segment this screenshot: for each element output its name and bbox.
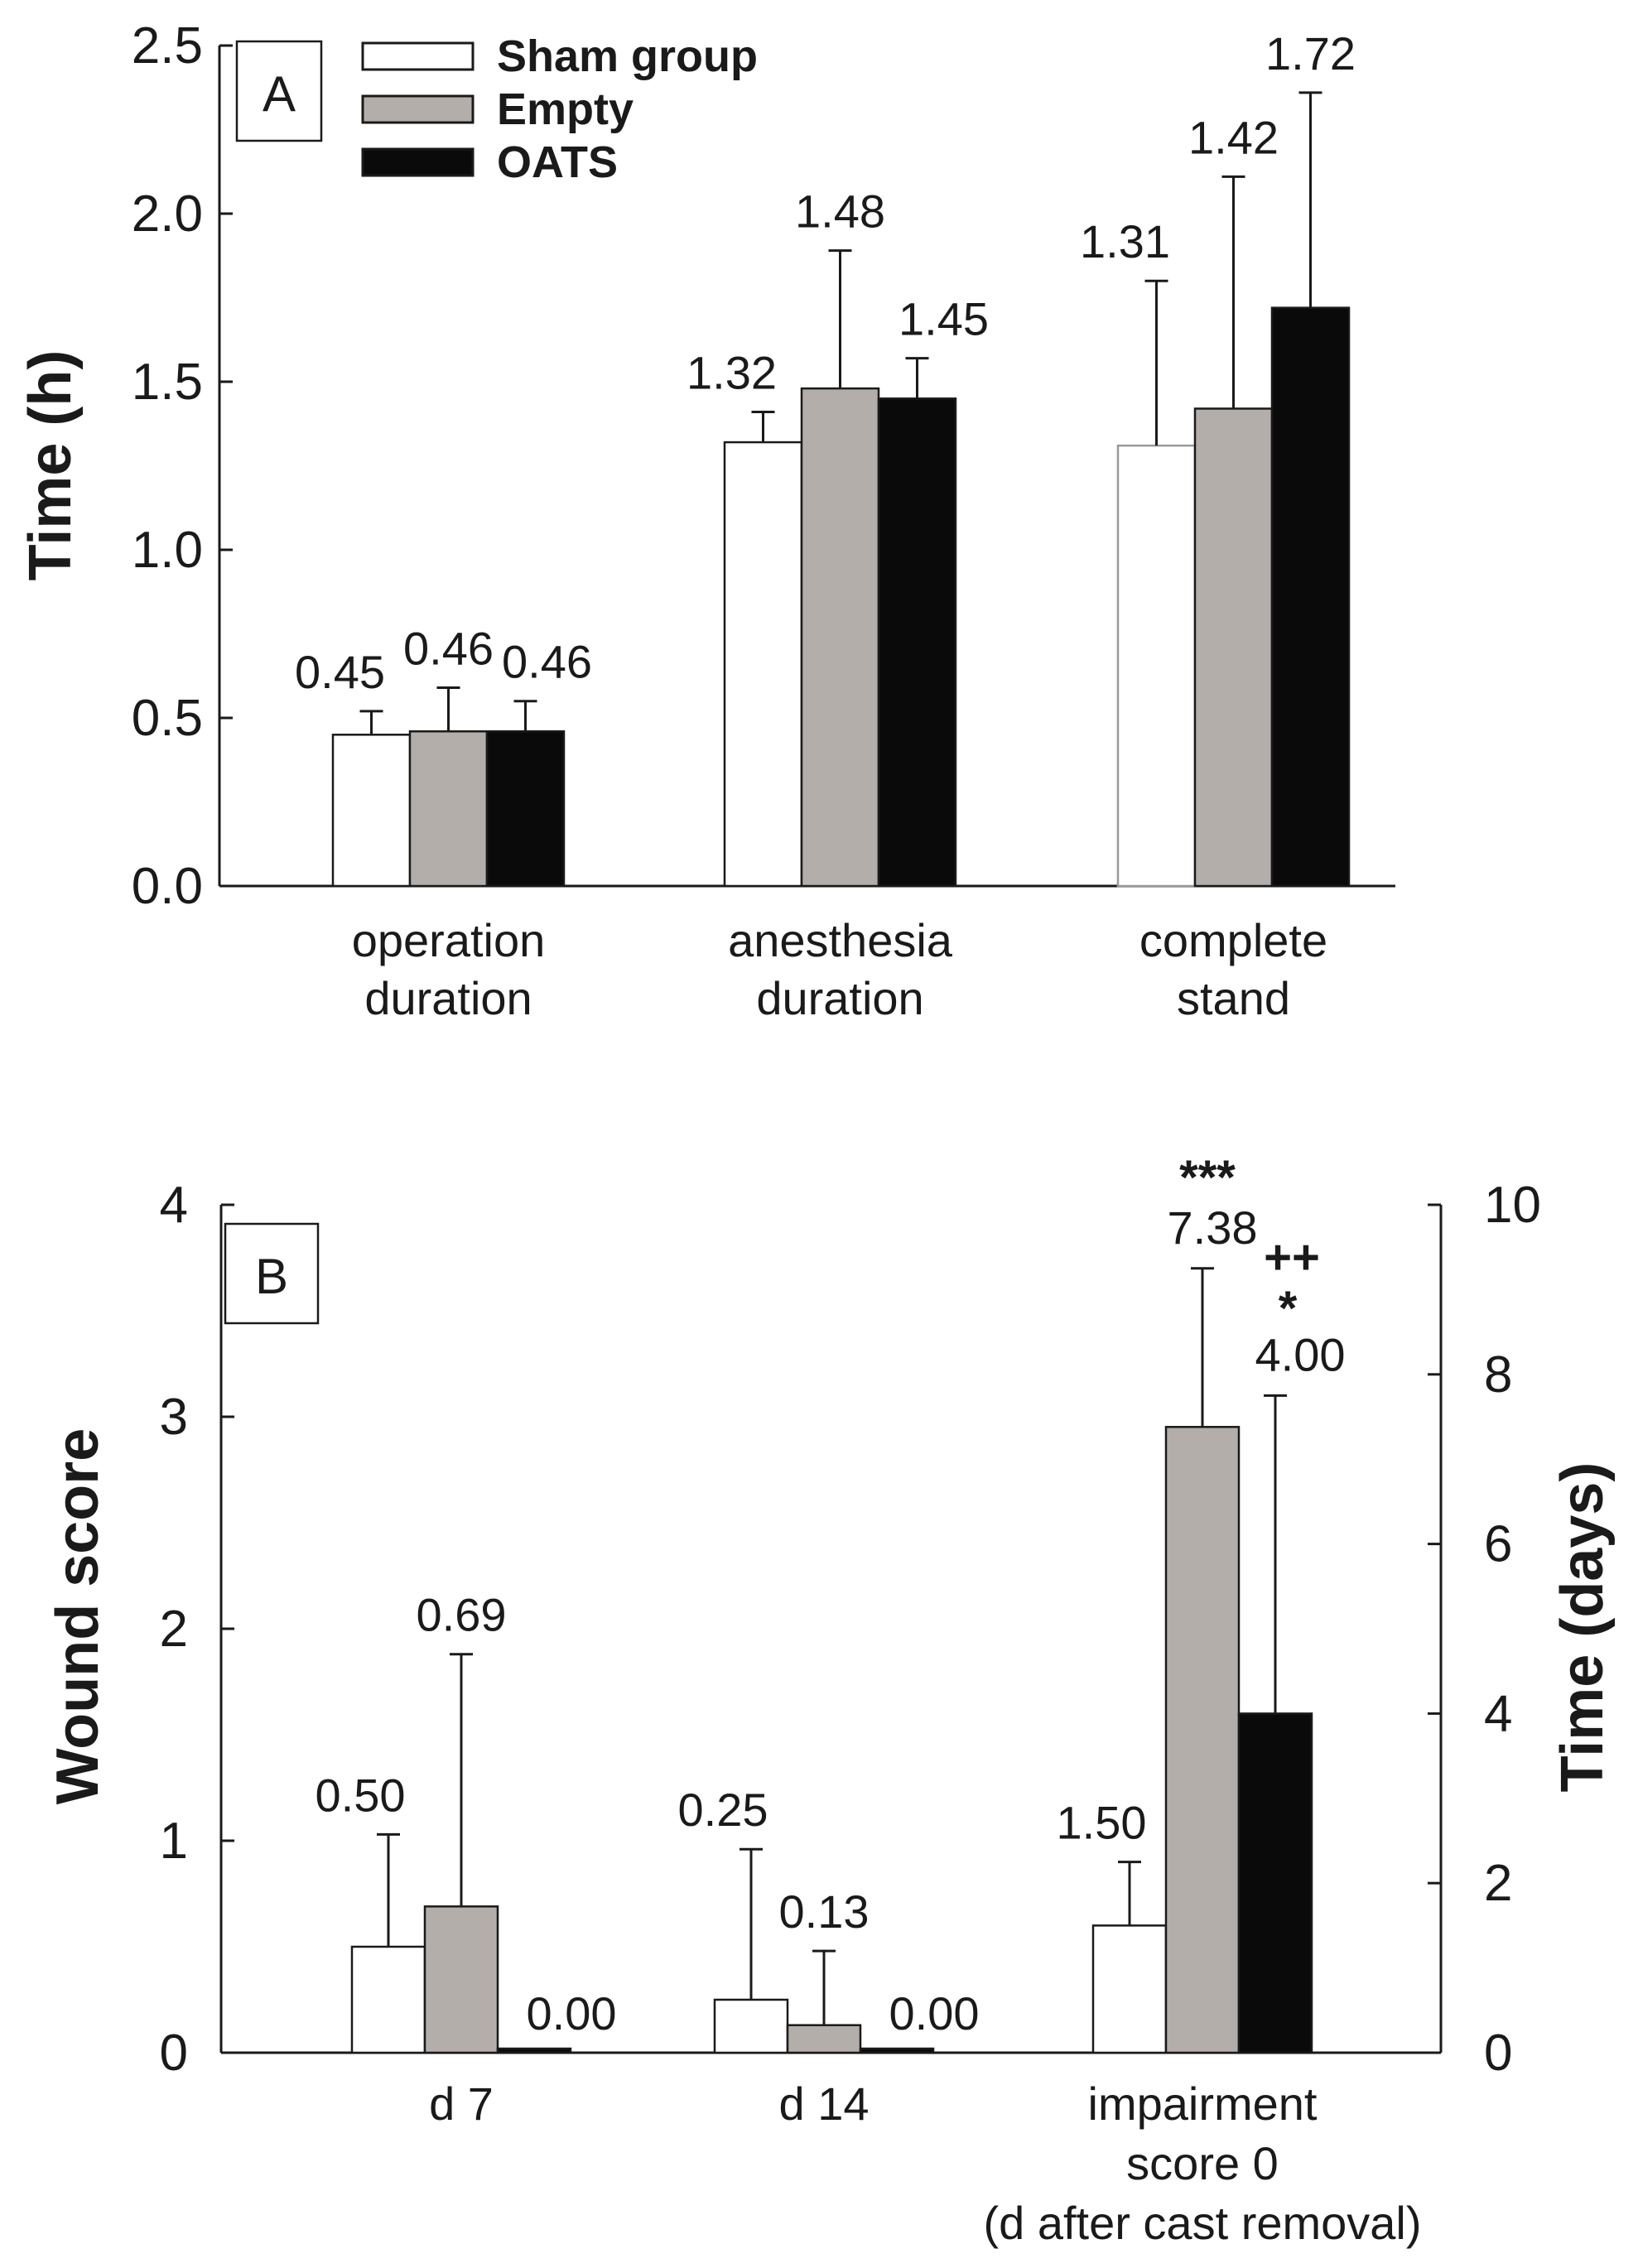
y-axis-title: Wound score — [45, 1428, 111, 1805]
value-label: 0.46 — [403, 622, 494, 674]
y-tick-label: 4 — [160, 1177, 188, 1234]
y2-tick-label: 10 — [1484, 1177, 1541, 1234]
bar — [1116, 444, 1197, 888]
value-label: 4.00 — [1255, 1328, 1346, 1380]
y-tick-label: 2 — [160, 1601, 188, 1658]
category-label: stand — [1177, 972, 1290, 1024]
panel-label-box — [224, 1222, 320, 1325]
value-label: 7.38 — [1168, 1201, 1258, 1254]
y2-tick-label: 0 — [1484, 2025, 1512, 2082]
value-label: 0.46 — [502, 636, 592, 688]
category-label: anesthesia — [728, 914, 953, 966]
bar — [1270, 306, 1351, 888]
bar — [1193, 407, 1274, 888]
value-label: 0.50 — [316, 1769, 406, 1821]
significance-marker: * — [1279, 1282, 1298, 1336]
bar — [408, 730, 489, 888]
y-tick-label: 0 — [160, 2025, 188, 2082]
legend-label: OATS — [497, 137, 618, 187]
bar — [713, 1998, 789, 2054]
value-label: 1.50 — [1057, 1797, 1147, 1849]
y-tick-label: 1.0 — [132, 522, 203, 579]
y-tick-label: 0.5 — [132, 690, 203, 747]
value-label: 1.32 — [687, 347, 777, 399]
category-label: (d after cast removal) — [983, 2197, 1421, 2249]
bar — [723, 441, 803, 888]
y-axis-title: Time (h) — [17, 350, 84, 581]
bar — [800, 387, 880, 888]
category-label: score 0 — [1126, 2137, 1279, 2189]
value-label: 1.72 — [1265, 27, 1356, 79]
category-label: duration — [756, 972, 923, 1024]
y2-tick-label: 8 — [1484, 1346, 1512, 1404]
y2-tick-label: 4 — [1484, 1685, 1512, 1742]
value-label: 0.00 — [527, 1987, 617, 2039]
category-label: impairment — [1088, 2078, 1318, 2130]
bar — [485, 730, 566, 888]
bar — [877, 397, 957, 888]
legend-swatch — [361, 41, 475, 71]
value-label: 1.45 — [898, 293, 989, 345]
bar — [1237, 1712, 1313, 2054]
legend-label: Sham group — [497, 31, 758, 81]
category-label: d 7 — [429, 2078, 494, 2130]
y2-tick-label: 6 — [1484, 1516, 1512, 1573]
panel-b-chart: 0 1 2 3 4 0 2 4 6 8 10 Wound score Time (days) d 7 d 1… — [45, 1151, 1616, 2249]
y2-tick-label: 2 — [1484, 1855, 1512, 1912]
panel-label: B — [255, 1249, 288, 1304]
value-label: 0.25 — [678, 1784, 768, 1836]
category-label: operation — [352, 914, 546, 966]
y-tick-label: 0.0 — [132, 858, 203, 915]
value-label: 1.42 — [1188, 111, 1279, 163]
bar — [496, 2047, 572, 2054]
category-label: d 14 — [779, 2078, 870, 2130]
y-tick-label: 2.5 — [132, 17, 203, 75]
legend-swatch — [361, 147, 475, 177]
legend-label: Empty — [497, 84, 634, 134]
panel-label: A — [263, 66, 296, 122]
value-label: 0.69 — [417, 1589, 507, 1641]
bar — [1091, 1924, 1168, 2054]
value-label: 1.48 — [795, 185, 885, 238]
value-label: 0.45 — [295, 646, 385, 698]
panel-a-chart: 0.0 0.5 1.0 1.5 2.0 2.5 Time (h) operation durat… — [17, 17, 1395, 1024]
bar — [331, 734, 412, 888]
category-label: complete — [1139, 914, 1327, 966]
bar — [786, 2024, 862, 2054]
bar — [1164, 1426, 1241, 2054]
value-label: 0.00 — [889, 1987, 980, 2039]
significance-marker: *** — [1179, 1151, 1236, 1205]
bar — [859, 2047, 935, 2054]
significance-marker: ++ — [1264, 1230, 1320, 1284]
value-label: 1.31 — [1080, 215, 1170, 267]
y-tick-label: 1.5 — [132, 354, 203, 411]
y-tick-label: 2.0 — [132, 185, 203, 243]
bar — [350, 1945, 426, 2054]
value-label: 0.13 — [779, 1885, 870, 1938]
y2-axis-title: Time (days) — [1549, 1462, 1616, 1793]
y-tick-label: 1 — [160, 1813, 188, 1870]
category-label: duration — [364, 972, 532, 1024]
legend-swatch — [361, 94, 475, 124]
y-tick-label: 3 — [160, 1389, 188, 1446]
panel-label-box — [235, 40, 323, 142]
bar — [423, 1905, 499, 2054]
